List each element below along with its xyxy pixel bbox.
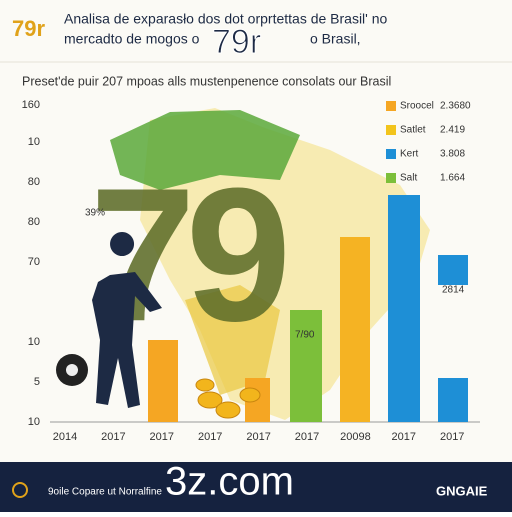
coins bbox=[195, 378, 261, 419]
annotation: 39% bbox=[85, 208, 105, 219]
y-label: 10 bbox=[28, 336, 40, 348]
bar bbox=[290, 310, 322, 422]
y-label: 10 bbox=[28, 136, 40, 148]
subtitle: Preset'de puir 207 mpoas alls mustenpene… bbox=[22, 74, 391, 88]
bar bbox=[438, 378, 468, 422]
footer-icon bbox=[12, 482, 28, 498]
x-label: 2017 bbox=[198, 431, 222, 443]
footer-brand: GNGAIE bbox=[436, 483, 488, 498]
x-label: 2017 bbox=[392, 431, 416, 443]
legend-value: 1.664 bbox=[440, 173, 465, 184]
x-label: 2017 bbox=[101, 431, 125, 443]
legend-swatch bbox=[386, 149, 396, 159]
player bbox=[92, 232, 162, 408]
logo: 79r bbox=[12, 16, 45, 41]
legend-value: 3.808 bbox=[440, 149, 465, 160]
title-line: o Brasil, bbox=[310, 31, 361, 47]
ball-patch bbox=[66, 364, 78, 376]
title-line: Analisa de exparasło dos dot orprtettas … bbox=[64, 11, 388, 27]
annotation: 2814 bbox=[442, 285, 465, 296]
y-label: 10 bbox=[28, 416, 40, 428]
legend-swatch bbox=[386, 125, 396, 135]
y-label: 160 bbox=[22, 99, 40, 111]
legend-swatch bbox=[386, 173, 396, 183]
footer-overlay: 3z.com bbox=[165, 460, 294, 504]
map-region bbox=[185, 285, 280, 395]
legend-name: Sroocel bbox=[400, 101, 434, 112]
y-label: 80 bbox=[28, 176, 40, 188]
y-label: 80 bbox=[28, 216, 40, 228]
legend-name: Salt bbox=[400, 173, 417, 184]
y-label: 5 bbox=[34, 376, 40, 388]
x-label: 2017 bbox=[295, 431, 319, 443]
legend-swatch bbox=[386, 101, 396, 111]
y-label: 70 bbox=[28, 256, 40, 268]
bar bbox=[340, 237, 370, 422]
annotation: 7/90 bbox=[295, 330, 315, 341]
x-label: 2017 bbox=[246, 431, 270, 443]
legend-value: 2.3680 bbox=[440, 101, 471, 112]
x-label: 2017 bbox=[440, 431, 464, 443]
x-label: 2014 bbox=[53, 431, 77, 443]
footer-text: 9oile Copare ut Norralfine bbox=[48, 487, 162, 498]
title-overlay: 79r bbox=[212, 23, 261, 61]
map-region bbox=[110, 110, 300, 190]
legend-name: Kert bbox=[400, 149, 419, 160]
bar bbox=[148, 340, 178, 422]
title-line: mercadto de mogos o bbox=[64, 31, 200, 47]
footer bbox=[0, 462, 512, 512]
x-label: 2017 bbox=[150, 431, 174, 443]
x-label: 20098 bbox=[340, 431, 371, 443]
bar bbox=[388, 195, 420, 422]
legend-name: Satlet bbox=[400, 125, 426, 136]
legend-value: 2.419 bbox=[440, 125, 465, 136]
bar bbox=[438, 255, 468, 285]
